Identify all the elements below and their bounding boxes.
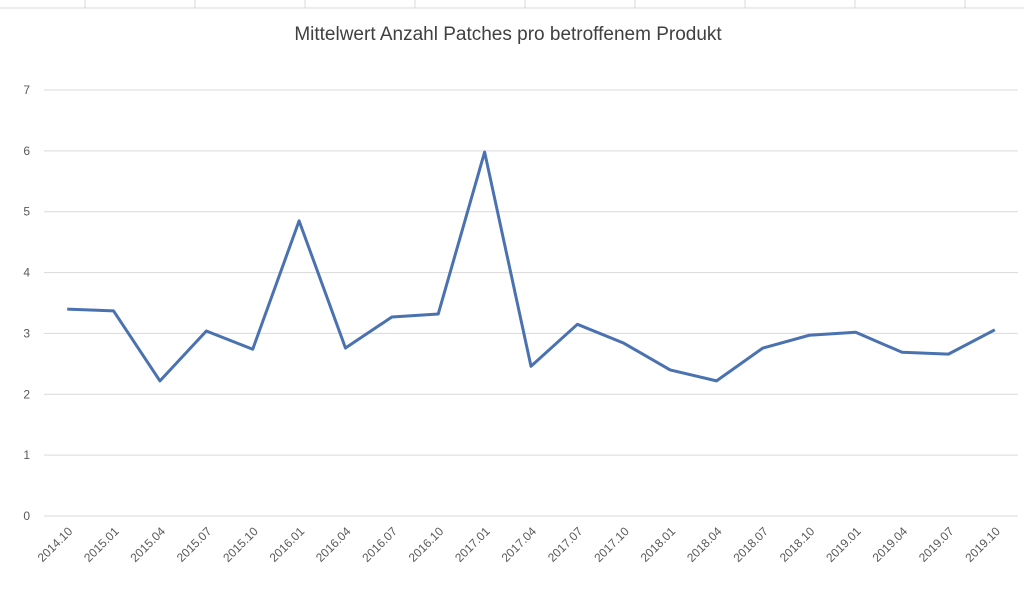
y-tick-label: 2 (23, 387, 30, 401)
x-tick-label: 2015.07 (174, 524, 215, 565)
x-tick-label: 2015.04 (127, 524, 168, 565)
y-tick-label: 4 (23, 266, 30, 280)
x-tick-label: 2017.10 (591, 524, 632, 565)
x-tick-label: 2017.07 (545, 524, 586, 565)
x-tick-label: 2017.04 (499, 524, 540, 565)
y-tick-label: 7 (23, 83, 30, 97)
x-tick-label: 2018.04 (684, 524, 725, 565)
y-tick-label: 6 (23, 144, 30, 158)
x-tick-label: 2016.07 (359, 524, 400, 565)
y-tick-label: 5 (23, 205, 30, 219)
x-tick-label: 2015.01 (81, 524, 122, 565)
data-line (67, 150, 996, 383)
x-tick-label: 2016.04 (313, 524, 354, 565)
x-tick-label: 2018.01 (638, 524, 679, 565)
x-tick-label: 2018.10 (777, 524, 818, 565)
x-tick-label: 2015.10 (220, 524, 261, 565)
x-tick-label: 2016.10 (406, 524, 447, 565)
y-tick-label: 3 (23, 326, 30, 340)
x-tick-label: 2019.10 (962, 524, 1003, 565)
x-tick-label: 2014.10 (35, 524, 76, 565)
y-tick-label: 0 (23, 509, 30, 523)
x-tick-label: 2017.01 (452, 524, 493, 565)
x-tick-label: 2019.01 (823, 524, 864, 565)
x-tick-label: 2019.04 (870, 524, 911, 565)
y-tick-label: 1 (23, 448, 30, 462)
x-tick-label: 2016.01 (267, 524, 308, 565)
x-tick-label: 2018.07 (730, 524, 771, 565)
chart-title: Mittelwert Anzahl Patches pro betroffene… (294, 24, 722, 45)
sheet-cell-lines (0, 0, 1024, 9)
x-tick-label: 2019.07 (916, 524, 957, 565)
